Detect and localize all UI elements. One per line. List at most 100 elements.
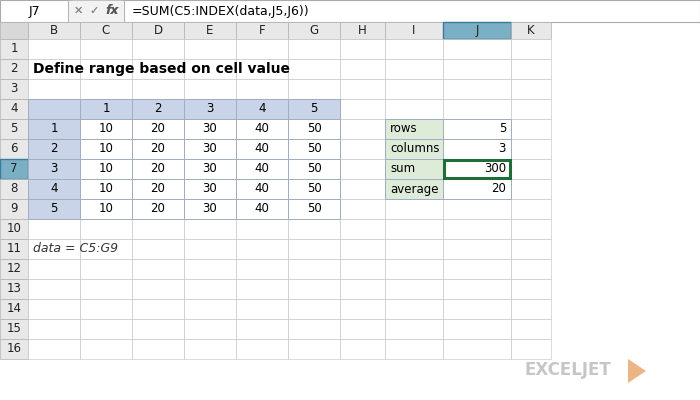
Bar bbox=[80, 99, 132, 119]
Bar bbox=[132, 299, 184, 319]
Bar bbox=[443, 319, 511, 339]
Bar bbox=[80, 199, 132, 219]
Bar bbox=[80, 159, 132, 179]
Bar bbox=[80, 179, 132, 199]
Bar bbox=[0, 299, 28, 319]
Text: 40: 40 bbox=[255, 202, 270, 216]
Bar bbox=[28, 22, 80, 39]
Bar bbox=[80, 239, 132, 259]
Bar bbox=[385, 139, 443, 159]
Bar bbox=[385, 59, 443, 79]
Text: 5: 5 bbox=[10, 122, 18, 136]
Bar bbox=[288, 39, 340, 59]
Bar bbox=[443, 39, 511, 59]
Bar bbox=[236, 159, 288, 179]
Bar bbox=[132, 199, 184, 219]
Bar bbox=[28, 59, 80, 79]
Text: 20: 20 bbox=[150, 182, 165, 196]
Bar bbox=[132, 239, 184, 259]
Text: fx: fx bbox=[106, 4, 118, 18]
Bar bbox=[288, 99, 340, 119]
Bar bbox=[288, 139, 340, 159]
Text: 5: 5 bbox=[50, 202, 57, 216]
Bar bbox=[80, 119, 132, 139]
Bar bbox=[0, 219, 28, 239]
Text: 30: 30 bbox=[202, 202, 218, 216]
Text: I: I bbox=[412, 24, 416, 37]
Bar bbox=[28, 159, 80, 179]
Text: 10: 10 bbox=[99, 142, 113, 156]
Bar bbox=[443, 159, 511, 179]
Bar bbox=[236, 59, 288, 79]
Text: H: H bbox=[358, 24, 367, 37]
Bar bbox=[132, 79, 184, 99]
Bar bbox=[124, 0, 700, 22]
Bar bbox=[443, 119, 511, 139]
Bar bbox=[184, 119, 236, 139]
Bar bbox=[132, 279, 184, 299]
Bar bbox=[28, 279, 80, 299]
Bar bbox=[511, 319, 551, 339]
Bar bbox=[28, 39, 80, 59]
Bar bbox=[80, 159, 132, 179]
Bar bbox=[511, 22, 551, 39]
Bar bbox=[385, 79, 443, 99]
Text: Define range based on cell value: Define range based on cell value bbox=[33, 62, 290, 76]
Text: 2: 2 bbox=[10, 62, 18, 76]
Bar bbox=[288, 259, 340, 279]
Bar bbox=[68, 0, 124, 22]
Bar bbox=[0, 159, 28, 179]
Bar bbox=[288, 179, 340, 199]
Bar bbox=[80, 259, 132, 279]
Bar bbox=[80, 99, 132, 119]
Bar bbox=[511, 39, 551, 59]
Text: 1: 1 bbox=[102, 102, 110, 116]
Bar bbox=[288, 79, 340, 99]
Bar bbox=[132, 22, 184, 39]
Bar bbox=[184, 22, 236, 39]
Bar bbox=[236, 119, 288, 139]
Text: 4: 4 bbox=[50, 182, 57, 196]
Bar bbox=[511, 279, 551, 299]
Bar bbox=[443, 79, 511, 99]
Bar bbox=[511, 99, 551, 119]
Bar bbox=[288, 139, 340, 159]
Bar bbox=[340, 159, 385, 179]
Bar bbox=[340, 239, 385, 259]
Bar bbox=[385, 339, 443, 359]
Text: 5: 5 bbox=[310, 102, 318, 116]
Bar bbox=[184, 239, 236, 259]
Text: 1: 1 bbox=[10, 42, 18, 56]
Bar bbox=[443, 119, 511, 139]
Bar bbox=[385, 239, 443, 259]
Bar bbox=[444, 160, 510, 178]
Bar bbox=[385, 259, 443, 279]
Bar bbox=[236, 119, 288, 139]
Bar bbox=[80, 219, 132, 239]
Bar bbox=[288, 239, 340, 259]
Bar bbox=[184, 99, 236, 119]
Text: 4: 4 bbox=[258, 102, 266, 116]
Bar bbox=[288, 319, 340, 339]
Bar bbox=[385, 199, 443, 219]
Text: fx: fx bbox=[105, 4, 119, 18]
Text: 30: 30 bbox=[202, 182, 218, 196]
Text: 2: 2 bbox=[154, 102, 162, 116]
Bar bbox=[236, 179, 288, 199]
Bar bbox=[132, 219, 184, 239]
Text: 7: 7 bbox=[10, 162, 18, 176]
Bar bbox=[184, 99, 236, 119]
Bar bbox=[28, 199, 80, 219]
Bar bbox=[443, 199, 511, 219]
Bar bbox=[385, 179, 443, 199]
Bar bbox=[28, 99, 80, 119]
Bar bbox=[0, 319, 28, 339]
Text: =SUM(C5:INDEX(data,J5,J6)): =SUM(C5:INDEX(data,J5,J6)) bbox=[132, 4, 309, 18]
Bar bbox=[0, 59, 28, 79]
Bar bbox=[184, 139, 236, 159]
Bar bbox=[385, 119, 443, 139]
Bar bbox=[184, 39, 236, 59]
Text: 50: 50 bbox=[307, 162, 321, 176]
Text: 40: 40 bbox=[255, 162, 270, 176]
Bar bbox=[80, 299, 132, 319]
